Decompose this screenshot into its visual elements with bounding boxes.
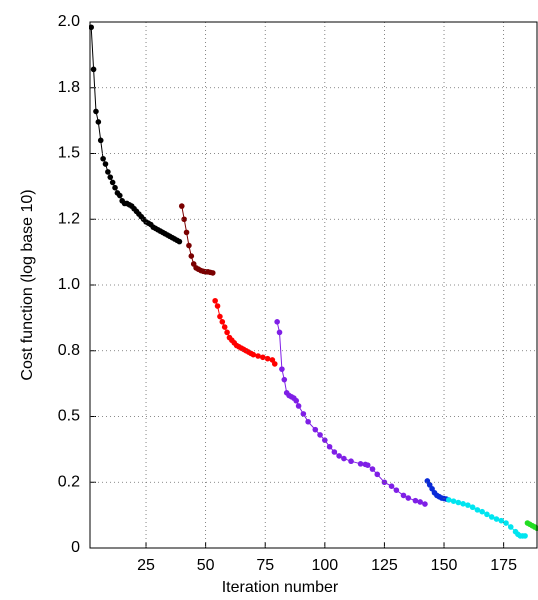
data-point (255, 353, 261, 359)
data-point (95, 119, 102, 125)
data-point (317, 432, 323, 438)
data-point (295, 403, 302, 409)
y-tick-label: 2.0 (58, 13, 80, 30)
data-point (274, 319, 280, 325)
data-point (264, 355, 271, 362)
y-tick-label: 1.0 (58, 276, 80, 293)
data-point (479, 508, 485, 515)
data-point (465, 502, 471, 508)
data-point (522, 533, 528, 539)
data-point (112, 184, 118, 191)
data-point (357, 461, 364, 467)
data-point (221, 324, 228, 330)
data-point (178, 203, 185, 209)
data-point (212, 297, 218, 304)
data-point (102, 161, 109, 167)
data-point (474, 507, 481, 513)
data-point (260, 354, 266, 361)
data-point (293, 397, 300, 404)
data-point (412, 497, 419, 504)
y-tick-label: 0.8 (58, 342, 80, 359)
data-point (305, 418, 311, 425)
data-point (503, 520, 509, 526)
x-tick-label: 150 (431, 557, 458, 574)
series-line (181, 206, 213, 274)
plot-frame (89, 21, 538, 549)
data-point (181, 216, 187, 223)
data-point (400, 492, 407, 499)
data-point (498, 517, 505, 524)
x-tick-label: 125 (371, 557, 398, 574)
y-tick-label: 0.5 (58, 408, 80, 425)
x-axis-label: Iteration number (222, 579, 339, 596)
y-tick-label: 1.8 (58, 79, 80, 96)
data-point (209, 270, 216, 276)
x-tick-label: 75 (256, 557, 274, 574)
data-point (100, 155, 106, 162)
series-line (276, 321, 426, 505)
y-tick-label: 1.5 (58, 145, 80, 162)
data-point (493, 516, 500, 522)
data-point (97, 137, 104, 144)
data-point (109, 179, 116, 186)
data-point (422, 501, 428, 507)
x-tick-label: 175 (490, 557, 517, 574)
data-point (93, 108, 99, 115)
plot-area (89, 24, 538, 539)
data-point (271, 361, 278, 367)
data-point (224, 329, 230, 336)
data-point (276, 329, 283, 336)
data-point (388, 483, 395, 489)
data-point (393, 487, 400, 493)
data-point (445, 497, 452, 503)
y-tick-label: 1.2 (58, 210, 80, 227)
y-tick-label: 0.2 (58, 473, 80, 490)
data-point (250, 351, 257, 358)
data-point (450, 498, 457, 504)
data-point (488, 514, 495, 520)
data-point (374, 471, 381, 478)
data-point (214, 303, 221, 309)
data-point (281, 376, 288, 383)
data-point (107, 174, 114, 180)
x-tick-label: 50 (197, 557, 215, 574)
data-point (369, 466, 376, 472)
data-point (117, 192, 123, 199)
data-point (348, 458, 354, 465)
data-point (484, 511, 490, 518)
data-point (176, 238, 183, 245)
data-point (322, 437, 328, 443)
data-point (312, 426, 319, 433)
data-point (364, 462, 371, 468)
data-point (186, 242, 192, 249)
series-line (214, 300, 276, 365)
y-tick-label: 0 (71, 539, 80, 556)
data-point (336, 453, 342, 459)
data-point (279, 366, 285, 372)
data-point (300, 411, 307, 417)
data-point (105, 169, 111, 175)
data-point (331, 449, 338, 455)
data-point (326, 443, 333, 450)
data-point (89, 24, 94, 31)
data-point (90, 66, 97, 73)
data-point (219, 319, 226, 325)
x-tick-label: 25 (137, 557, 155, 574)
data-point (469, 504, 476, 511)
y-axis-label: Cost function (log base 10) (19, 189, 36, 380)
data-point (455, 499, 462, 506)
x-tick-label: 100 (311, 557, 338, 574)
data-point (507, 524, 514, 530)
data-point (341, 455, 347, 462)
data-point (405, 495, 412, 501)
data-point (217, 313, 223, 320)
data-point (417, 499, 423, 505)
data-point (188, 253, 195, 259)
data-point (183, 229, 190, 236)
data-point (460, 501, 466, 507)
